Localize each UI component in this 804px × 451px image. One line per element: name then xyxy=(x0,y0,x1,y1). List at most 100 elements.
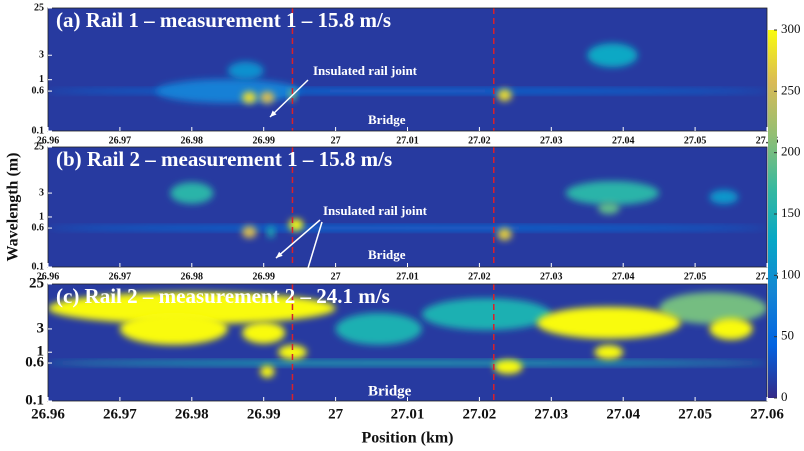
y-tick-label: 0.6 xyxy=(25,354,44,370)
hotspot xyxy=(594,345,624,360)
hotspot xyxy=(536,306,681,339)
hotspot xyxy=(659,292,767,325)
annotation: Bridge xyxy=(368,112,406,127)
x-tick-label: 26.98 xyxy=(181,135,204,146)
x-tick-label: 26.98 xyxy=(181,271,204,282)
y-tick-label: 1 xyxy=(37,344,45,360)
annotation: Bridge xyxy=(368,247,406,262)
hotspot xyxy=(709,189,739,205)
x-tick-label: 27.06 xyxy=(756,135,779,146)
x-tick-label: 26.96 xyxy=(31,406,65,422)
x-axis-label: Position (km) xyxy=(362,430,454,447)
hotspot xyxy=(48,360,767,366)
y-tick-label: 1 xyxy=(39,74,44,85)
y-axis-label: Wavelength (m) xyxy=(5,153,22,262)
y-tick-label: 0.1 xyxy=(32,125,45,136)
x-tick-label: 26.99 xyxy=(252,135,275,146)
hotspot xyxy=(421,298,552,331)
heatmap-panel xyxy=(48,8,767,131)
x-tick-label: 27 xyxy=(331,271,341,282)
hotspot xyxy=(598,202,620,215)
hotspot xyxy=(278,345,307,360)
colorbar-tick-label: 0 xyxy=(781,389,788,404)
y-tick-label: 0.1 xyxy=(32,261,45,272)
y-tick-label: 1 xyxy=(39,211,44,222)
hotspot xyxy=(493,359,523,375)
hotspot xyxy=(709,318,753,340)
x-tick-label: 27.03 xyxy=(540,135,563,146)
x-tick-label: 27.04 xyxy=(612,135,635,146)
hotspot xyxy=(48,292,336,325)
hotspot xyxy=(170,182,214,204)
x-tick-label: 27.03 xyxy=(540,271,563,282)
x-tick-label: 27.04 xyxy=(612,271,635,282)
x-tick-label: 27.02 xyxy=(468,135,491,146)
x-tick-label: 26.97 xyxy=(109,135,132,146)
hotspot xyxy=(227,61,264,80)
y-tick-label: 25 xyxy=(29,275,44,291)
x-tick-label: 26.98 xyxy=(175,406,209,422)
colorbar xyxy=(768,30,777,398)
x-tick-label: 27.01 xyxy=(396,135,419,146)
panel-title: (b) Rail 2 – measurement 1 – 15.8 m/s xyxy=(56,147,392,171)
y-tick-label: 3 xyxy=(39,187,44,198)
x-tick-label: 27.02 xyxy=(463,406,497,422)
hotspot xyxy=(242,226,257,239)
x-tick-label: 27.06 xyxy=(750,406,784,422)
x-tick-label: 26.97 xyxy=(109,271,132,282)
hotspot xyxy=(119,312,228,345)
annotation: Bridge xyxy=(368,383,412,399)
annotation-arrow xyxy=(275,219,321,259)
heatmap-panel xyxy=(48,147,767,267)
x-tick-label: 26.97 xyxy=(103,406,137,422)
x-tick-label: 27.03 xyxy=(534,406,568,422)
hotspot xyxy=(587,43,638,68)
hotspot xyxy=(497,89,512,102)
x-tick-label: 26.96 xyxy=(37,135,60,146)
x-tick-label: 27.01 xyxy=(391,406,425,422)
heatmap-background xyxy=(48,8,767,131)
colorbar-tick-label: 300 xyxy=(781,21,801,36)
x-tick-label: 27 xyxy=(328,406,344,422)
hotspot xyxy=(242,91,257,104)
panel-title: (c) Rail 2 – measurement 2 – 24.1 m/s xyxy=(56,284,390,308)
y-tick-label: 3 xyxy=(37,320,45,336)
x-tick-label: 27.01 xyxy=(396,271,419,282)
colorbar-tick-label: 250 xyxy=(781,82,801,97)
y-tick-label: 3 xyxy=(39,50,44,61)
x-tick-label: 27.06 xyxy=(756,271,779,282)
annotation: Insulated rail joint xyxy=(313,63,418,78)
y-tick-label: 0.6 xyxy=(32,85,45,96)
hotspot xyxy=(565,181,660,206)
panel-title: (a) Rail 1 – measurement 1 – 15.8 m/s xyxy=(56,8,391,32)
x-tick-label: 26.99 xyxy=(247,406,281,422)
x-tick-label: 26.96 xyxy=(37,271,60,282)
y-tick-label: 25 xyxy=(34,141,44,152)
colorbar-tick-label: 50 xyxy=(781,328,794,343)
colorbar-tick-label: 200 xyxy=(781,144,801,159)
hotspot xyxy=(155,79,300,104)
hotspot xyxy=(497,228,512,241)
arrow-head xyxy=(270,110,277,117)
x-tick-label: 26.99 xyxy=(252,271,275,282)
y-tick-label: 0.1 xyxy=(25,392,44,408)
x-tick-label: 27.04 xyxy=(606,406,640,422)
x-tick-label: 27.05 xyxy=(684,271,707,282)
hotspot xyxy=(335,312,422,345)
hotspot xyxy=(267,226,275,239)
x-tick-label: 27.05 xyxy=(678,406,712,422)
hotspot xyxy=(260,365,275,378)
x-tick-label: 27.05 xyxy=(684,135,707,146)
annotation-arrow xyxy=(269,79,309,118)
y-tick-label: 25 xyxy=(34,2,44,13)
heatmap-background xyxy=(48,147,767,267)
y-tick-label: 0.6 xyxy=(32,222,45,233)
x-tick-label: 27 xyxy=(331,135,341,146)
x-tick-label: 27.02 xyxy=(468,271,491,282)
annotation: Insulated rail joint xyxy=(323,203,428,218)
hotspot xyxy=(260,91,275,104)
hotspot xyxy=(48,225,767,231)
heatmap-panel xyxy=(48,284,767,401)
colorbar-tick-label: 150 xyxy=(781,205,801,220)
